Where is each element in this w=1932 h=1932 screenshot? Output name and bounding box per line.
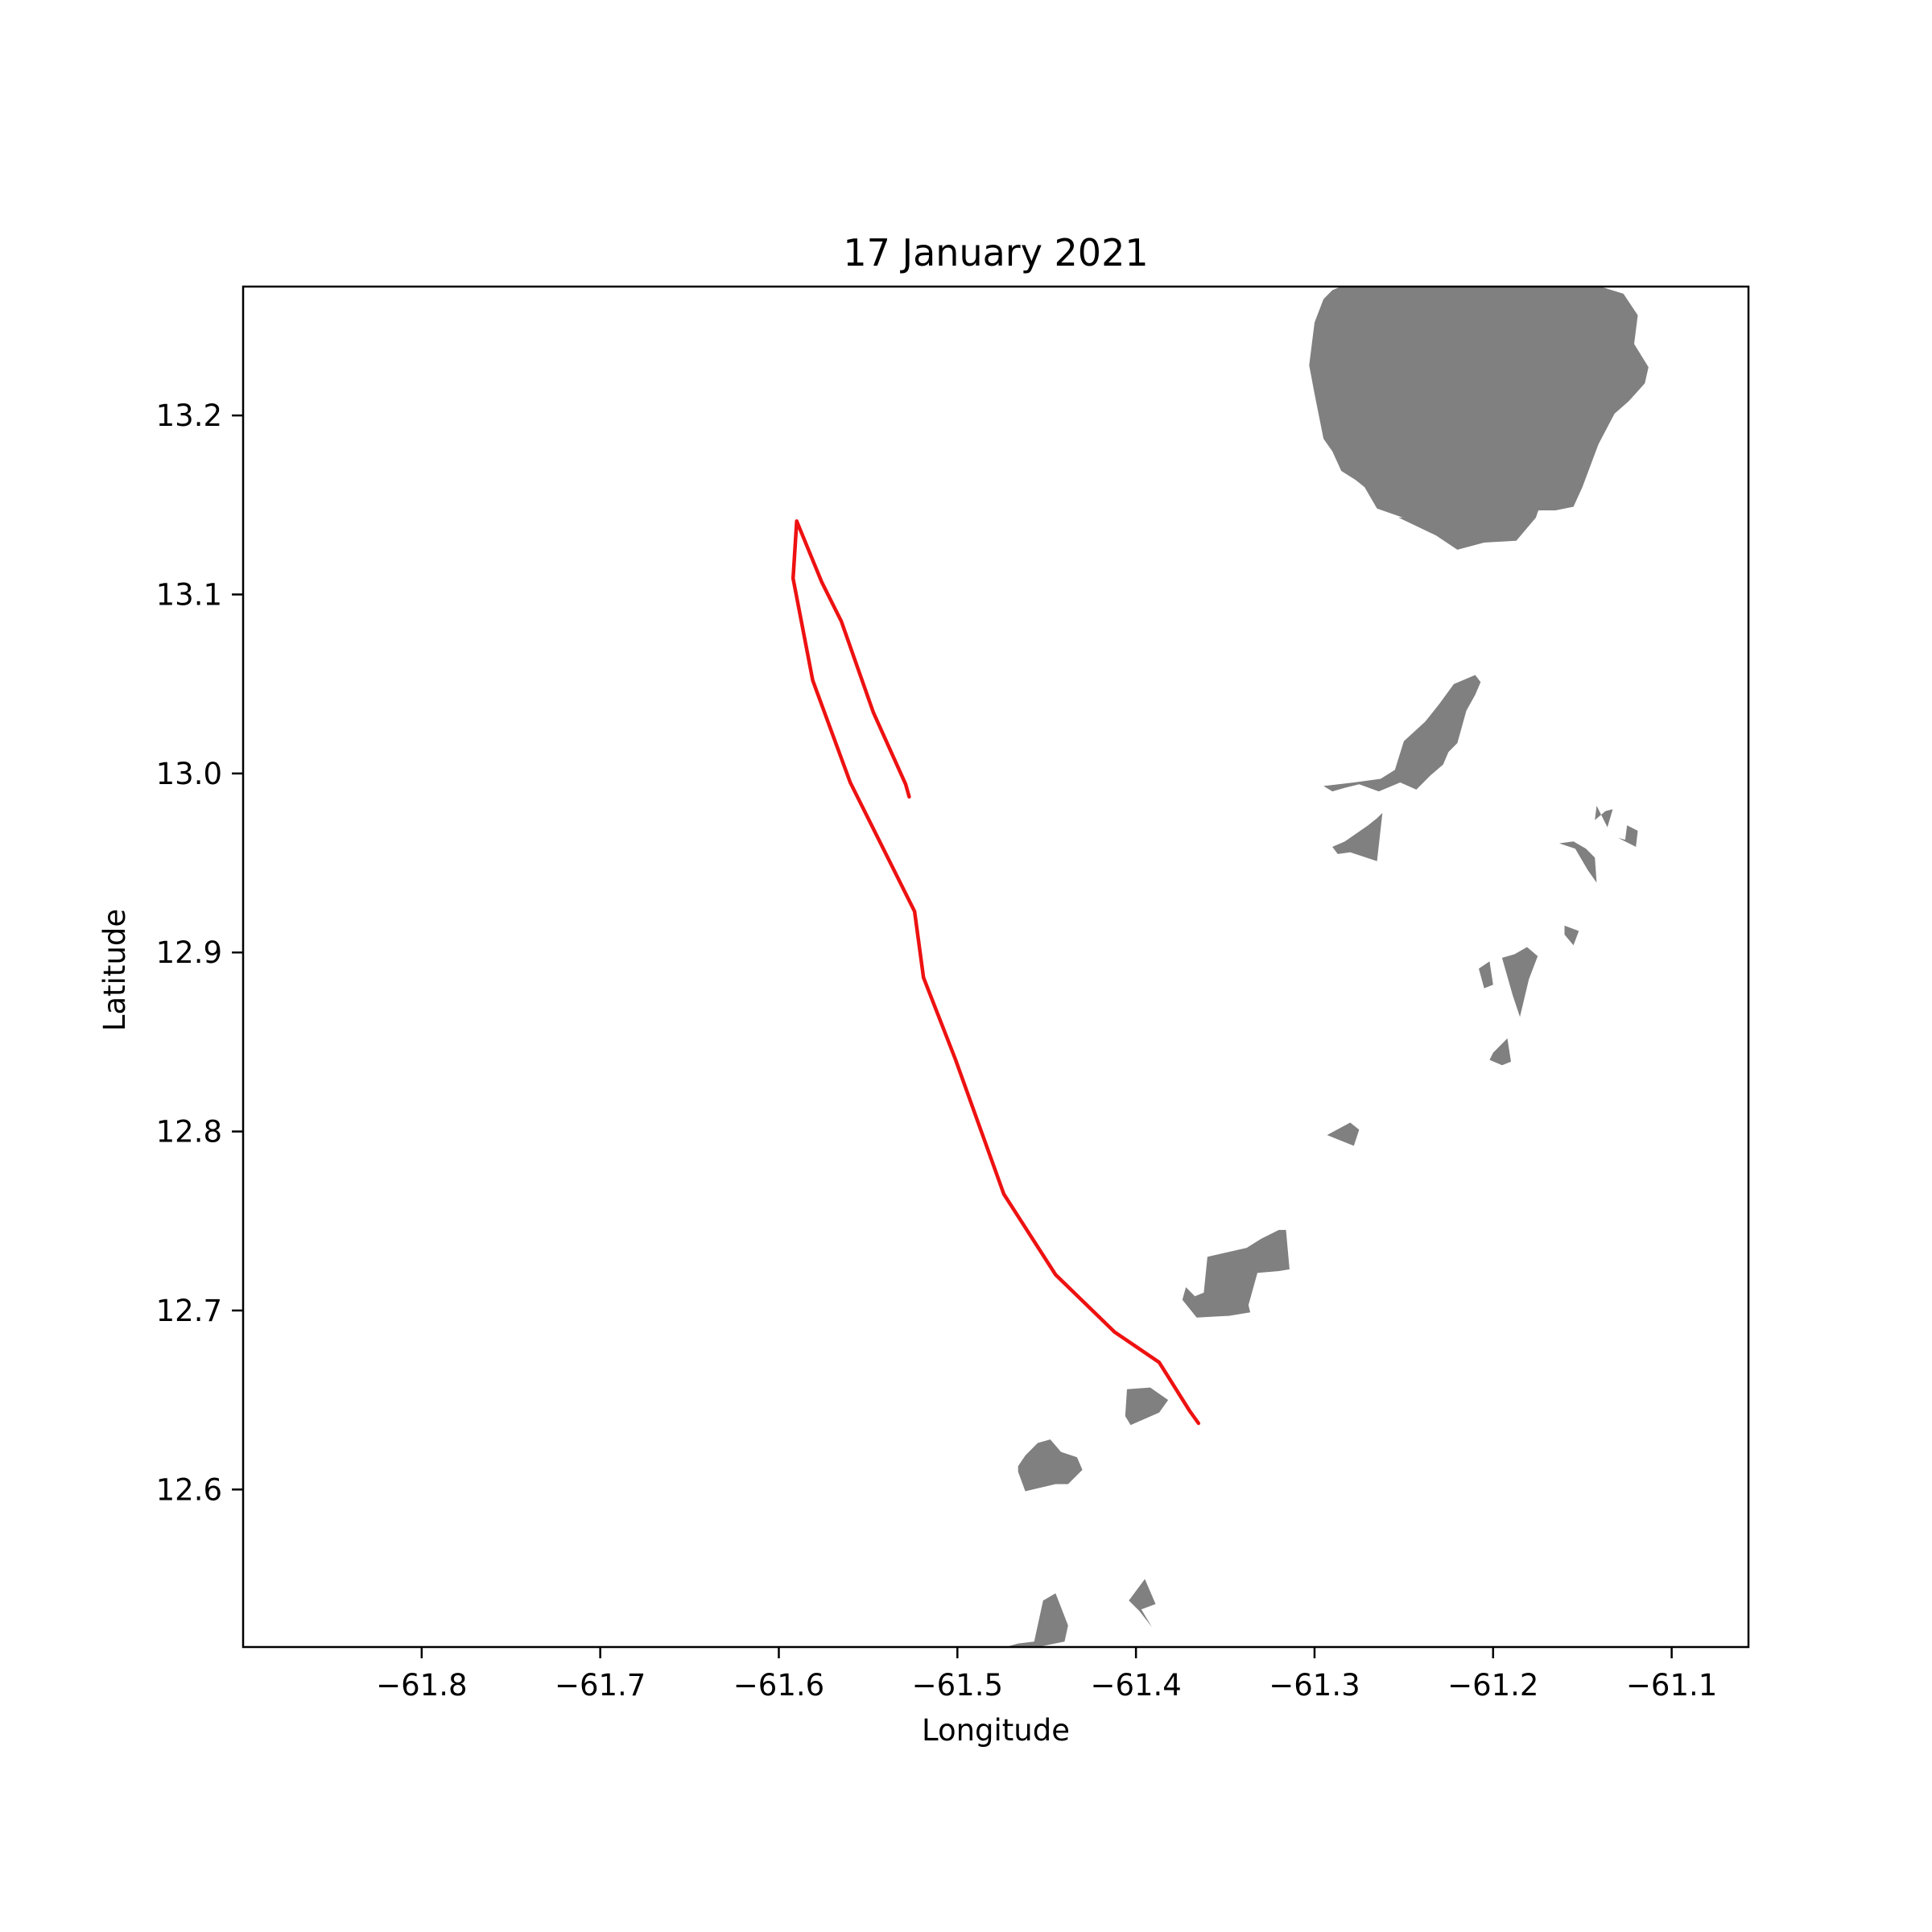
- y-tick-label: 13.1: [156, 577, 222, 612]
- x-axis-label: Longitude: [922, 1713, 1070, 1748]
- y-tick-label: 12.9: [156, 935, 222, 970]
- axes-frame: [242, 285, 1750, 1649]
- plot-area: [791, 287, 1649, 1647]
- land-polygon-1: [1309, 287, 1649, 522]
- land-polygon-15: [1018, 1439, 1083, 1492]
- land-polygon-8: [1564, 925, 1579, 946]
- chart-title: 17 January 2021: [843, 231, 1148, 275]
- land-polygon-11: [1489, 1038, 1511, 1066]
- land-polygon-17: [1005, 1593, 1068, 1647]
- y-tick-label: 13.0: [156, 757, 222, 791]
- x-tick-label: −61.1: [1626, 1668, 1717, 1703]
- y-axis-ticks: 12.6 12.7 12.8 12.9 13.0 13.1 13.2: [156, 398, 243, 1507]
- land-polygon-10: [1479, 961, 1493, 989]
- land-polygon-7: [1558, 841, 1597, 883]
- land-polygon-12: [1327, 1122, 1360, 1146]
- x-tick-label: −61.4: [1090, 1668, 1181, 1703]
- land-polygon-13: [1182, 1229, 1290, 1318]
- x-axis-ticks: −61.8 −61.7 −61.6 −61.5 −61.4 −61.3 −61.2 −61.1: [376, 1647, 1717, 1703]
- land-polygon-16: [1129, 1579, 1156, 1628]
- land-polygon-9: [1501, 947, 1538, 1018]
- x-tick-label: −61.8: [376, 1668, 467, 1703]
- land-polygon-3: [1323, 675, 1481, 792]
- track-layer: [791, 519, 1201, 1426]
- land-polygon-4: [1332, 812, 1383, 861]
- y-tick-label: 13.2: [156, 398, 222, 433]
- x-tick-label: −61.7: [555, 1668, 646, 1703]
- land-polygon-5: [1595, 805, 1613, 828]
- y-axis-label: Latitude: [97, 909, 132, 1031]
- x-tick-label: −61.5: [912, 1668, 1003, 1703]
- land-layer: [1005, 287, 1649, 1647]
- land-polygon-2: [1398, 481, 1547, 550]
- x-tick-label: −61.6: [733, 1668, 824, 1703]
- track-line: [791, 519, 1201, 1426]
- x-tick-label: −61.3: [1269, 1668, 1360, 1703]
- y-tick-label: 12.6: [156, 1472, 222, 1507]
- land-polygon-6: [1618, 825, 1638, 847]
- land-polygon-14: [1125, 1387, 1169, 1426]
- x-tick-label: −61.2: [1447, 1668, 1538, 1703]
- y-tick-label: 12.7: [156, 1294, 222, 1328]
- y-tick-label: 12.8: [156, 1115, 222, 1150]
